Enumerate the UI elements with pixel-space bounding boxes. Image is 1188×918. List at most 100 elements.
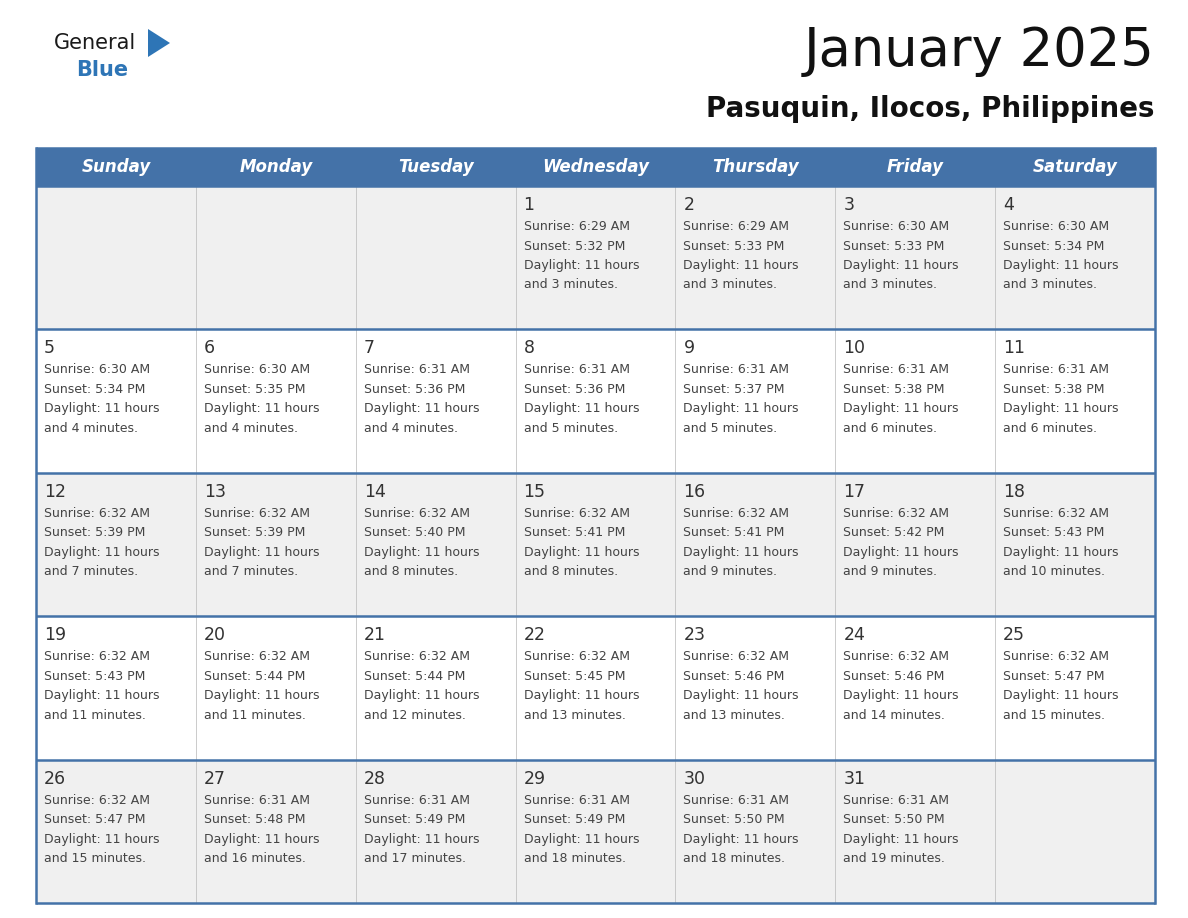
- Bar: [516, 330, 676, 473]
- Text: Sunset: 5:50 PM: Sunset: 5:50 PM: [683, 813, 785, 826]
- Text: Daylight: 11 hours: Daylight: 11 hours: [524, 689, 639, 702]
- Text: Daylight: 11 hours: Daylight: 11 hours: [683, 833, 798, 845]
- Text: 21: 21: [364, 626, 386, 644]
- Text: Daylight: 11 hours: Daylight: 11 hours: [843, 402, 959, 416]
- Text: Sunrise: 6:31 AM: Sunrise: 6:31 AM: [843, 364, 949, 376]
- Text: 28: 28: [364, 769, 386, 788]
- Text: Sunset: 5:41 PM: Sunset: 5:41 PM: [683, 526, 785, 539]
- Text: Daylight: 11 hours: Daylight: 11 hours: [204, 546, 320, 559]
- Text: Sunset: 5:47 PM: Sunset: 5:47 PM: [1003, 670, 1105, 683]
- Text: 17: 17: [843, 483, 865, 501]
- Bar: [835, 473, 996, 616]
- Text: Pasuquin, Ilocos, Philippines: Pasuquin, Ilocos, Philippines: [707, 95, 1155, 123]
- Text: 24: 24: [843, 626, 865, 644]
- Text: and 17 minutes.: and 17 minutes.: [364, 852, 466, 865]
- Text: Sunrise: 6:31 AM: Sunrise: 6:31 AM: [843, 793, 949, 807]
- Text: Sunrise: 6:32 AM: Sunrise: 6:32 AM: [204, 650, 310, 663]
- Text: 27: 27: [204, 769, 226, 788]
- Text: Daylight: 11 hours: Daylight: 11 hours: [44, 689, 159, 702]
- Text: Sunrise: 6:32 AM: Sunrise: 6:32 AM: [843, 650, 949, 663]
- Text: Sunset: 5:36 PM: Sunset: 5:36 PM: [364, 383, 465, 396]
- Text: 7: 7: [364, 340, 374, 357]
- Text: Sunrise: 6:31 AM: Sunrise: 6:31 AM: [1003, 364, 1110, 376]
- Text: and 11 minutes.: and 11 minutes.: [44, 709, 146, 722]
- Bar: [516, 148, 676, 186]
- Text: 13: 13: [204, 483, 226, 501]
- Bar: [996, 148, 1155, 186]
- Text: Sunset: 5:50 PM: Sunset: 5:50 PM: [843, 813, 944, 826]
- Text: 30: 30: [683, 769, 706, 788]
- Text: and 16 minutes.: and 16 minutes.: [204, 852, 305, 865]
- Text: Sunset: 5:38 PM: Sunset: 5:38 PM: [843, 383, 944, 396]
- Text: Sunset: 5:42 PM: Sunset: 5:42 PM: [843, 526, 944, 539]
- Text: January 2025: January 2025: [804, 25, 1155, 77]
- Bar: [36, 616, 196, 759]
- Bar: [355, 759, 516, 903]
- Text: Sunset: 5:39 PM: Sunset: 5:39 PM: [204, 526, 305, 539]
- Text: Sunset: 5:43 PM: Sunset: 5:43 PM: [1003, 526, 1105, 539]
- Text: Friday: Friday: [886, 158, 943, 176]
- Bar: [676, 759, 835, 903]
- Text: Daylight: 11 hours: Daylight: 11 hours: [1003, 402, 1119, 416]
- Text: 14: 14: [364, 483, 386, 501]
- Text: Sunset: 5:45 PM: Sunset: 5:45 PM: [524, 670, 625, 683]
- Bar: [516, 759, 676, 903]
- Text: 5: 5: [44, 340, 55, 357]
- Bar: [36, 759, 196, 903]
- Text: Sunset: 5:48 PM: Sunset: 5:48 PM: [204, 813, 305, 826]
- Text: Tuesday: Tuesday: [398, 158, 474, 176]
- Text: Sunset: 5:39 PM: Sunset: 5:39 PM: [44, 526, 145, 539]
- Text: Sunset: 5:35 PM: Sunset: 5:35 PM: [204, 383, 305, 396]
- Text: and 14 minutes.: and 14 minutes.: [843, 709, 946, 722]
- Text: 8: 8: [524, 340, 535, 357]
- Text: Sunrise: 6:30 AM: Sunrise: 6:30 AM: [44, 364, 150, 376]
- Text: and 13 minutes.: and 13 minutes.: [683, 709, 785, 722]
- Text: #1a1a1a: #1a1a1a: [53, 27, 61, 28]
- Text: Sunset: 5:49 PM: Sunset: 5:49 PM: [524, 813, 625, 826]
- Text: 6: 6: [204, 340, 215, 357]
- Text: Wednesday: Wednesday: [542, 158, 649, 176]
- Text: Daylight: 11 hours: Daylight: 11 hours: [204, 402, 320, 416]
- Text: Sunset: 5:41 PM: Sunset: 5:41 PM: [524, 526, 625, 539]
- Text: Daylight: 11 hours: Daylight: 11 hours: [204, 833, 320, 845]
- Text: 26: 26: [44, 769, 67, 788]
- Text: 31: 31: [843, 769, 865, 788]
- Text: Sunset: 5:40 PM: Sunset: 5:40 PM: [364, 526, 466, 539]
- Text: Daylight: 11 hours: Daylight: 11 hours: [843, 689, 959, 702]
- Bar: [36, 330, 196, 473]
- Text: Daylight: 11 hours: Daylight: 11 hours: [524, 546, 639, 559]
- Bar: [835, 759, 996, 903]
- Text: 9: 9: [683, 340, 695, 357]
- Text: and 4 minutes.: and 4 minutes.: [364, 422, 457, 435]
- Text: and 18 minutes.: and 18 minutes.: [524, 852, 626, 865]
- Bar: [516, 616, 676, 759]
- Text: Sunrise: 6:32 AM: Sunrise: 6:32 AM: [683, 507, 790, 520]
- Text: Sunset: 5:44 PM: Sunset: 5:44 PM: [204, 670, 305, 683]
- Bar: [196, 473, 355, 616]
- Text: Daylight: 11 hours: Daylight: 11 hours: [1003, 546, 1119, 559]
- Bar: [355, 148, 516, 186]
- Text: and 3 minutes.: and 3 minutes.: [1003, 278, 1098, 292]
- Text: and 10 minutes.: and 10 minutes.: [1003, 565, 1105, 578]
- Bar: [355, 616, 516, 759]
- Text: Thursday: Thursday: [712, 158, 798, 176]
- Text: Sunset: 5:33 PM: Sunset: 5:33 PM: [683, 240, 785, 252]
- Bar: [196, 759, 355, 903]
- Text: Sunrise: 6:30 AM: Sunrise: 6:30 AM: [843, 220, 949, 233]
- Text: Sunrise: 6:32 AM: Sunrise: 6:32 AM: [364, 650, 469, 663]
- Text: Sunday: Sunday: [81, 158, 151, 176]
- Text: Daylight: 11 hours: Daylight: 11 hours: [1003, 259, 1119, 272]
- Text: Daylight: 11 hours: Daylight: 11 hours: [683, 259, 798, 272]
- Text: Sunrise: 6:31 AM: Sunrise: 6:31 AM: [524, 793, 630, 807]
- Bar: [36, 148, 196, 186]
- Bar: [996, 186, 1155, 330]
- Bar: [676, 616, 835, 759]
- Bar: [676, 330, 835, 473]
- Text: Sunrise: 6:32 AM: Sunrise: 6:32 AM: [44, 507, 150, 520]
- Text: and 4 minutes.: and 4 minutes.: [44, 422, 138, 435]
- Text: Sunset: 5:46 PM: Sunset: 5:46 PM: [683, 670, 785, 683]
- Bar: [196, 148, 355, 186]
- Text: Sunrise: 6:32 AM: Sunrise: 6:32 AM: [683, 650, 790, 663]
- Text: Daylight: 11 hours: Daylight: 11 hours: [364, 402, 479, 416]
- Bar: [516, 473, 676, 616]
